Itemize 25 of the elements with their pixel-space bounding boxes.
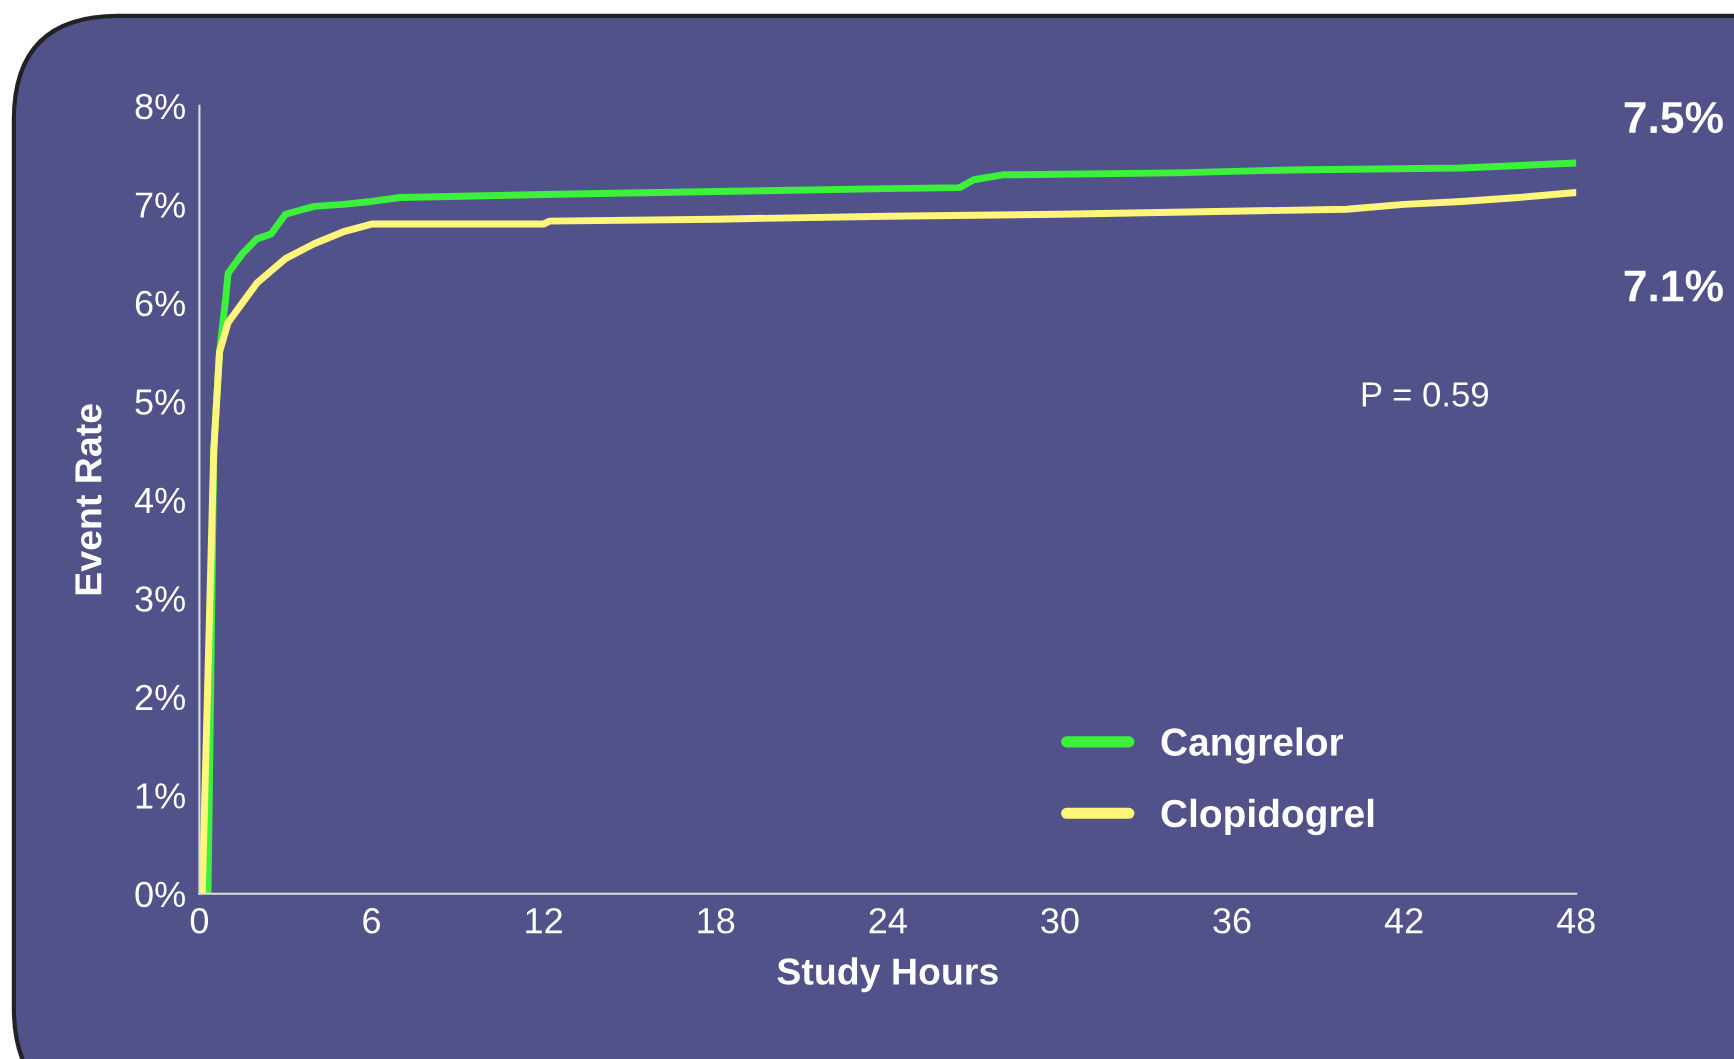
y-tick-label: 2%	[135, 684, 185, 711]
annotation: 7.5%	[1624, 101, 1723, 134]
x-tick-label: 0	[190, 907, 209, 934]
y-tick-label: 3%	[135, 586, 185, 612]
y-tick-label: 4%	[134, 487, 185, 514]
x-tick-label: 18	[698, 907, 735, 934]
x-tick-label: 12	[526, 907, 562, 934]
y-tick-label: 0%	[135, 881, 185, 908]
y-tick-label: 7%	[135, 192, 185, 218]
x-tick-label: 30	[1041, 907, 1079, 934]
legend-label: Cangrelor	[1161, 727, 1344, 764]
x-axis-title: Study Hours	[777, 957, 998, 993]
x-tick-label: 24	[869, 907, 907, 934]
annotation: 7.1%	[1624, 270, 1723, 302]
x-tick-label: 6	[363, 907, 380, 934]
y-tick-label: 1%	[136, 783, 185, 809]
y-tick-label: 8%	[135, 93, 185, 120]
y-tick-label: 6%	[135, 290, 185, 317]
y-tick-label: 5%	[135, 389, 185, 415]
y-axis-title: Event Rate	[75, 404, 102, 595]
x-tick-label: 42	[1384, 907, 1423, 934]
x-tick-label: 36	[1213, 907, 1251, 934]
legend-label: Clopidogrel	[1161, 798, 1374, 836]
x-tick-label: 48	[1556, 907, 1595, 934]
annotation: P = 0.59	[1362, 382, 1488, 407]
